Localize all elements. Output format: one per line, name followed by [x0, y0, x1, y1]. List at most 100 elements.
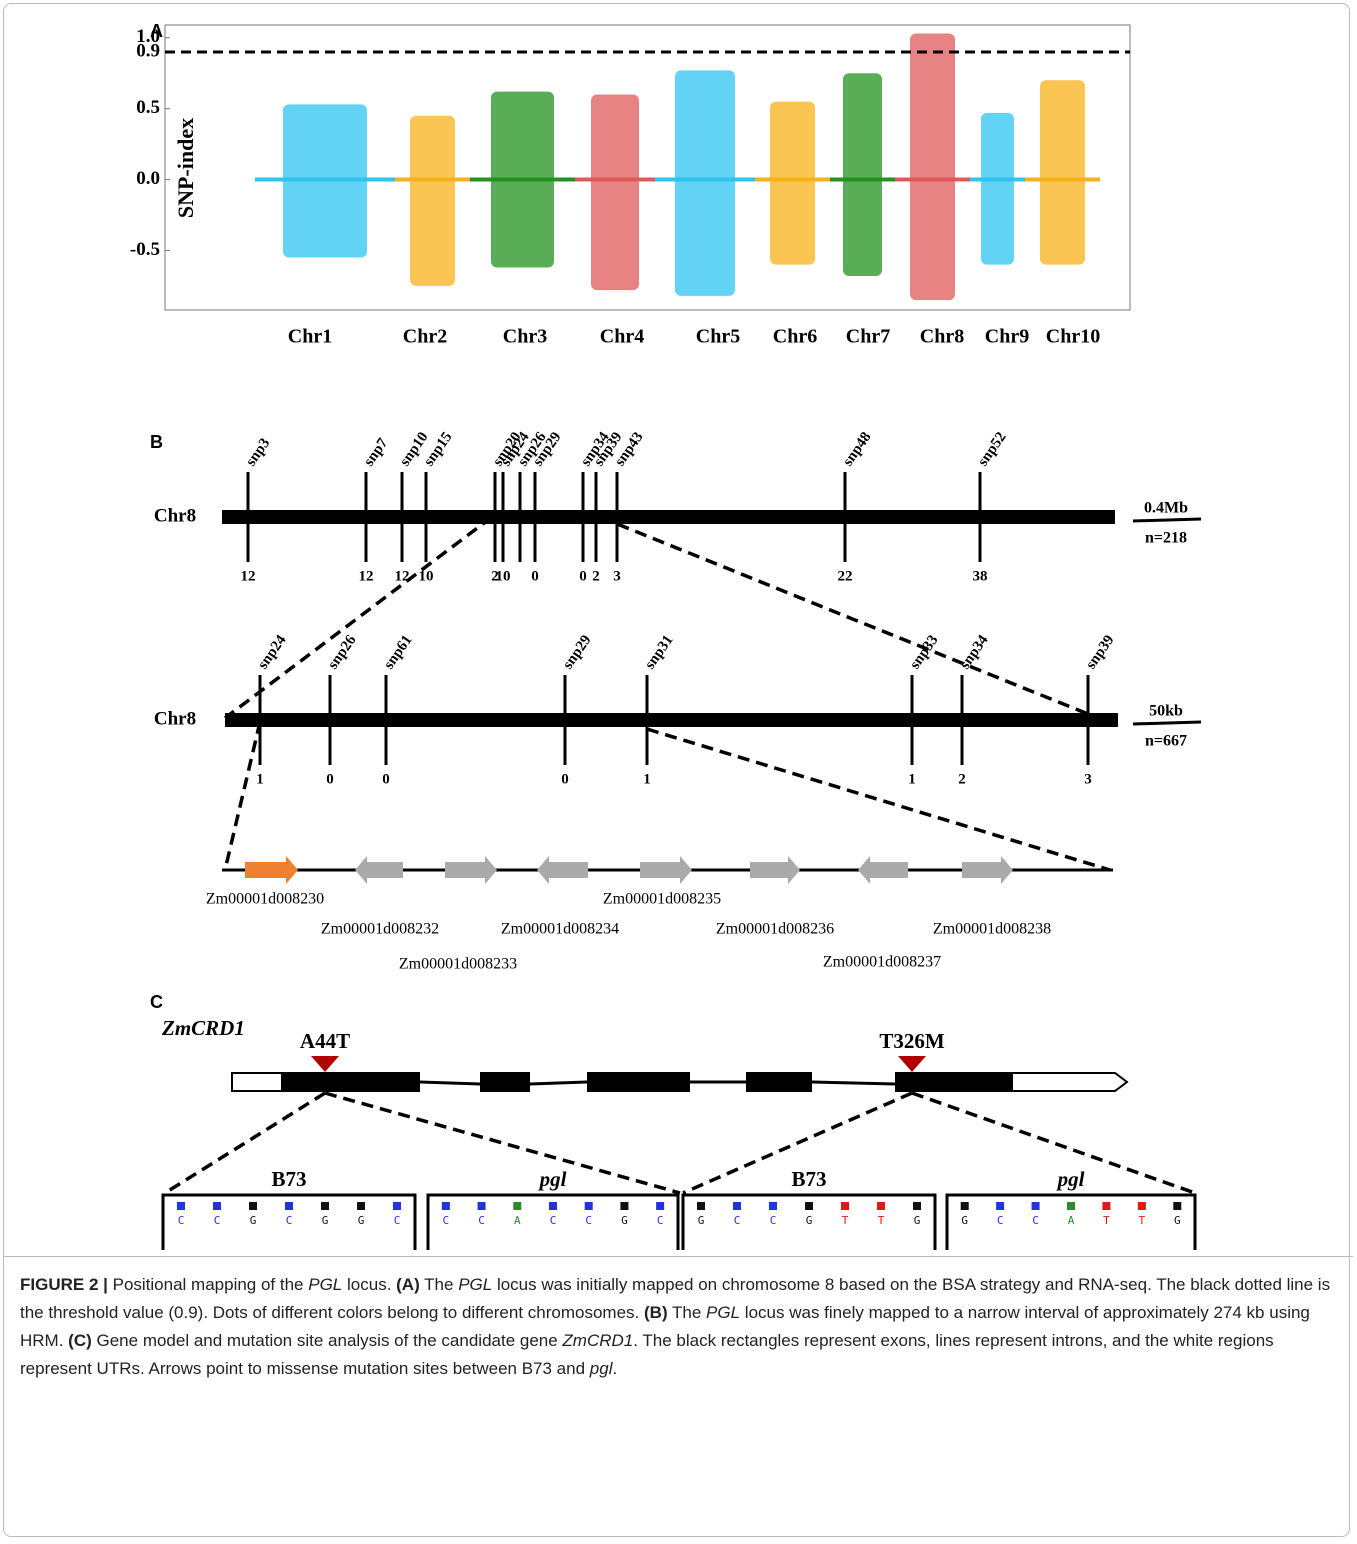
y-tick-label: -0.5: [130, 239, 160, 260]
y-axis-label: SNP-index: [173, 118, 198, 218]
gene-name: ZmCRD1: [161, 1016, 245, 1040]
recombinant-count: 10: [496, 568, 511, 584]
base-letter: G: [250, 1214, 257, 1227]
base-letter: A: [1068, 1214, 1075, 1227]
exon: [480, 1072, 530, 1092]
chromosome-bar: [225, 713, 1118, 727]
recombinant-count: 10: [419, 568, 434, 584]
caption-text: pgl: [590, 1359, 613, 1378]
gene-arrow: [858, 856, 908, 884]
base-letter: C: [214, 1214, 221, 1227]
base-square: [393, 1202, 401, 1210]
gene-label: Zm00001d008237: [823, 954, 941, 971]
base-square: [733, 1202, 741, 1210]
gene-label: Zm00001d008235: [603, 891, 721, 908]
population-label: n=667: [1145, 733, 1187, 750]
x-tick-label: Chr4: [600, 326, 644, 348]
base-square: [913, 1202, 921, 1210]
caption: FIGURE 2 | Positional mapping of the PGL…: [4, 1256, 1353, 1538]
recombinant-count: 2: [592, 568, 600, 584]
base-letter: C: [286, 1214, 293, 1227]
caption-text: FIGURE 2 |: [20, 1275, 108, 1294]
base-letter: C: [443, 1214, 450, 1227]
caption-text: ZmCRD1: [562, 1331, 633, 1350]
recombinant-count: 1: [643, 771, 651, 787]
caption-text: (B): [644, 1303, 668, 1322]
base-square: [769, 1202, 777, 1210]
scale-bar: [1133, 722, 1201, 724]
base-letter: C: [770, 1214, 777, 1227]
gene-arrow: [962, 856, 1013, 884]
recombinant-count: 22: [838, 568, 853, 584]
snp-index-range: [675, 70, 735, 295]
base-square: [285, 1202, 293, 1210]
zoom-line: [325, 1093, 680, 1193]
scale-bar: [1133, 519, 1201, 521]
caption-text: .: [612, 1359, 617, 1378]
recombinant-count: 38: [973, 568, 988, 584]
snp-index-range: [410, 116, 455, 286]
chromatogram-title: B73: [791, 1167, 826, 1191]
gene-label: Zm00001d008233: [399, 956, 517, 973]
panel-label: B: [150, 432, 163, 452]
y-tick-label: 0.0: [136, 168, 160, 189]
base-letter: G: [806, 1214, 813, 1227]
base-letter: C: [1032, 1214, 1039, 1227]
base-square: [1173, 1202, 1181, 1210]
snp-index-range: [1040, 80, 1085, 264]
gene-arrow: [640, 856, 692, 884]
base-letter: G: [961, 1214, 968, 1227]
marker-label: snp29: [560, 632, 595, 672]
recombinant-count: 3: [613, 568, 621, 584]
caption-text: The: [668, 1303, 706, 1322]
y-tick-label: 0.5: [136, 97, 160, 118]
base-letter: G: [621, 1214, 628, 1227]
recombinant-count: 3: [1084, 771, 1092, 787]
base-square: [961, 1202, 969, 1210]
base-letter: T: [842, 1214, 849, 1227]
caption-text: Positional mapping of the: [108, 1275, 308, 1294]
marker-label: snp34: [957, 632, 992, 672]
base-square: [1032, 1202, 1040, 1210]
recombinant-count: 2: [958, 771, 966, 787]
base-square: [442, 1202, 450, 1210]
zoom-line: [225, 517, 492, 718]
marker-label: snp3: [243, 435, 273, 469]
marker-label: snp52: [975, 429, 1010, 469]
chromatogram-title: B73: [271, 1167, 306, 1191]
base-letter: C: [585, 1214, 592, 1227]
gene-label: Zm00001d008234: [501, 921, 619, 938]
caption-text: (A): [396, 1275, 420, 1294]
snp-index-range: [283, 104, 367, 257]
recombinant-count: 0: [326, 771, 334, 787]
recombinant-count: 12: [241, 568, 256, 584]
marker-label: snp48: [840, 429, 875, 469]
base-square: [1067, 1202, 1075, 1210]
base-square: [478, 1202, 486, 1210]
x-tick-label: Chr6: [773, 326, 817, 348]
gene-label: Zm00001d008230: [206, 891, 324, 908]
caption-text: PGL: [308, 1275, 342, 1294]
base-square: [877, 1202, 885, 1210]
exon: [282, 1072, 420, 1092]
caption-text: Gene model and mutation site analysis of…: [92, 1331, 563, 1350]
x-tick-label: Chr9: [985, 326, 1029, 348]
y-tick-label: 0.9: [136, 40, 160, 61]
chromatogram-title: pgl: [1056, 1167, 1085, 1191]
snp-index-range: [770, 102, 815, 265]
marker-label: snp26: [325, 632, 360, 672]
gene-label: Zm00001d008238: [933, 921, 1051, 938]
mutation-label: A44T: [300, 1029, 350, 1053]
caption-text: (C): [68, 1331, 92, 1350]
recombinant-count: 0: [579, 568, 587, 584]
snp-index-range: [491, 92, 554, 268]
mutation-marker: [311, 1056, 339, 1072]
base-square: [1138, 1202, 1146, 1210]
base-letter: G: [358, 1214, 365, 1227]
base-square: [805, 1202, 813, 1210]
base-square: [697, 1202, 705, 1210]
exon: [895, 1072, 1012, 1092]
x-tick-label: Chr8: [920, 326, 964, 348]
recombinant-count: 0: [561, 771, 569, 787]
snp-index-range: [981, 113, 1014, 265]
